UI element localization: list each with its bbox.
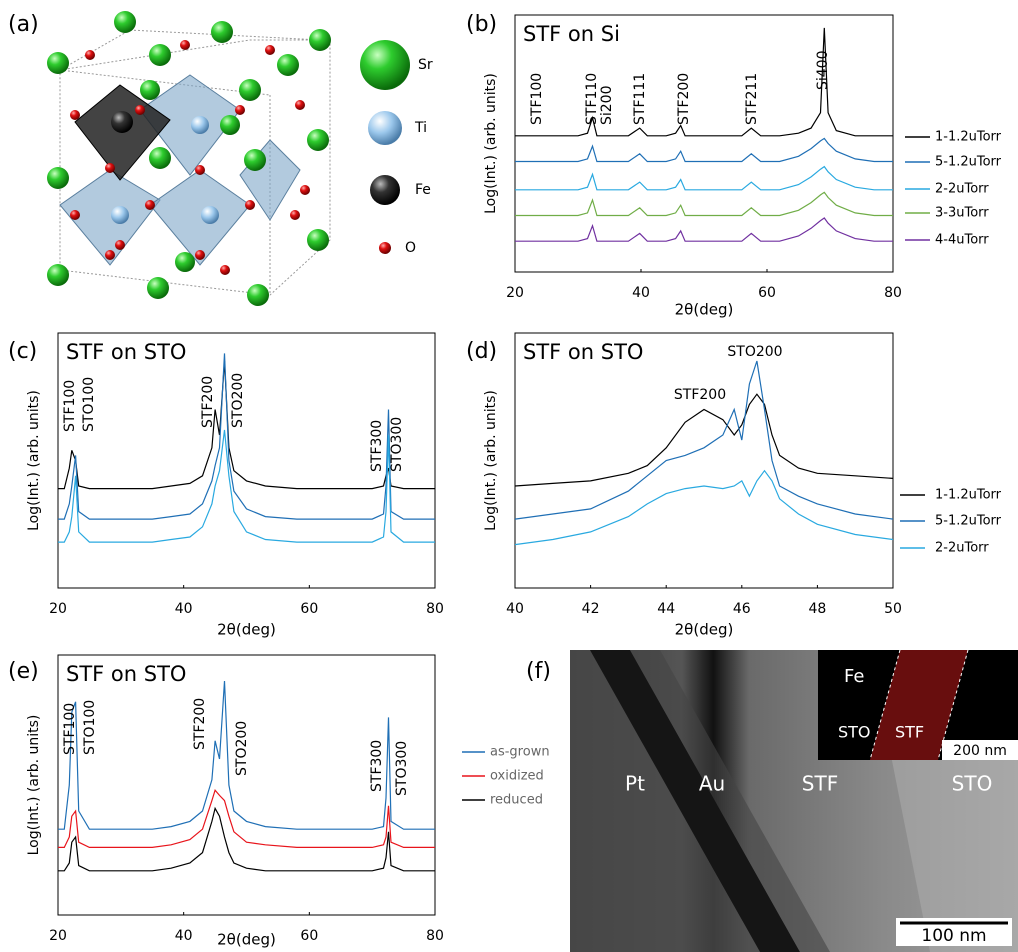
panel-label: (c): [8, 339, 37, 364]
peak-label: STO200: [727, 344, 782, 360]
peak-label: STO200: [230, 373, 246, 428]
scale-bar: 200 nm: [953, 743, 1007, 759]
panel-label: (f): [526, 659, 551, 684]
spectrum-line: [58, 790, 435, 847]
spectrum-line: [515, 361, 893, 519]
spectrum-line: [515, 167, 893, 190]
legend-label: 3-3uTorr: [935, 206, 989, 221]
x-tick-label: 80: [884, 285, 902, 301]
peak-label: STO200: [234, 721, 250, 776]
legend-label: as-grown: [490, 745, 550, 760]
legend-label: 4-4uTorr: [935, 233, 989, 248]
x-axis-label: 2θ(deg): [675, 301, 734, 319]
inset-label: STO: [838, 723, 871, 742]
x-tick-label: 40: [175, 601, 193, 617]
legend-label: oxidized: [490, 769, 544, 784]
inset-label: STF: [895, 723, 924, 742]
legend-label: O: [405, 240, 416, 256]
panel-label: (e): [8, 659, 39, 684]
peak-label: STF200: [674, 387, 726, 403]
x-tick-label: 20: [506, 285, 524, 301]
x-axis-label: 2θ(deg): [217, 621, 276, 639]
x-tick-label: 80: [426, 928, 444, 944]
y-axis-label: Log(Int.) (arb. units): [26, 715, 42, 856]
spectrum-line: [515, 218, 893, 241]
peak-label: STF100: [529, 73, 545, 125]
chart-title: STF on STO: [66, 340, 186, 364]
x-tick-label: 20: [49, 601, 67, 617]
x-tick-label: 46: [733, 601, 751, 617]
panel-label: (d): [466, 339, 497, 364]
peak-label: STO300: [389, 417, 405, 472]
spectrum-line: [58, 808, 435, 870]
peak-label: STO300: [394, 741, 410, 796]
peak-label: STF300: [369, 420, 385, 472]
panel-label: (a): [8, 12, 39, 37]
peak-label: STO100: [81, 377, 97, 432]
legend-label: 5-1.2uTorr: [935, 514, 1002, 529]
y-axis-label: Log(Int.) (arb. units): [26, 390, 42, 531]
x-tick-label: 60: [758, 285, 776, 301]
legend-label: 1-1.2uTorr: [935, 130, 1002, 145]
x-tick-label: 44: [657, 601, 675, 617]
x-tick-label: 48: [808, 601, 826, 617]
legend-label: 2-2uTorr: [935, 541, 989, 556]
x-tick-label: 20: [49, 928, 67, 944]
x-axis-label: 2θ(deg): [675, 621, 734, 639]
peak-label: STO100: [82, 700, 98, 755]
x-tick-label: 50: [884, 601, 902, 617]
peak-label: STF110: [584, 73, 600, 125]
peak-label: STF111: [632, 73, 648, 125]
plot-frame: [515, 15, 893, 272]
tem-label: Au: [699, 772, 725, 796]
tem-label: Pt: [625, 772, 645, 796]
x-tick-label: 60: [300, 601, 318, 617]
x-tick-label: 40: [506, 601, 524, 617]
peak-label: Si400: [815, 51, 831, 91]
figure: Sr Ti Fe O Pt Au STF STO 100 nm Fe STO S…: [0, 0, 1018, 952]
legend-label: reduced: [490, 793, 543, 808]
legend-label: 5-1.2uTorr: [935, 155, 1002, 170]
inset-label: Fe: [844, 666, 864, 687]
legend-label: Sr: [418, 57, 433, 73]
peak-label: Si200: [599, 86, 615, 126]
x-tick-label: 40: [632, 285, 650, 301]
peak-label: STF211: [744, 73, 760, 125]
legend-label: 2-2uTorr: [935, 182, 989, 197]
peak-label: STF200: [192, 698, 208, 750]
x-tick-label: 42: [582, 601, 600, 617]
peak-label: STF100: [62, 703, 78, 755]
x-tick-label: 60: [300, 928, 318, 944]
chart-title: STF on Si: [523, 22, 620, 46]
peak-label: STF200: [676, 73, 692, 125]
chart-title: STF on STO: [523, 340, 643, 364]
legend-label: 1-1.2uTorr: [935, 488, 1002, 503]
legend-label: Ti: [414, 120, 427, 136]
y-axis-label: Log(Int.) (arb. units): [483, 390, 499, 531]
spectrum-line: [515, 394, 893, 486]
scale-bar: 100 nm: [921, 926, 986, 946]
tem-label: STF: [802, 772, 838, 796]
chart-title: STF on STO: [66, 662, 186, 686]
x-tick-label: 40: [175, 928, 193, 944]
crystal-structure: Sr Ti Fe O: [47, 11, 433, 306]
tem-label: STO: [952, 772, 993, 796]
plot-frame: [515, 333, 893, 588]
legend-label: Fe: [415, 182, 431, 198]
peak-label: STF200: [200, 376, 216, 428]
spectrum-line: [515, 138, 893, 161]
peak-label: STF100: [62, 380, 78, 432]
x-tick-label: 80: [426, 601, 444, 617]
x-axis-label: 2θ(deg): [217, 931, 276, 949]
spectrum-line: [515, 192, 893, 215]
tem-image: Pt Au STF STO 100 nm Fe STO STF 200 nm: [570, 650, 1018, 952]
y-axis-label: Log(Int.) (arb. units): [483, 73, 499, 214]
peak-label: STF300: [369, 740, 385, 792]
panel-label: (b): [466, 12, 497, 37]
